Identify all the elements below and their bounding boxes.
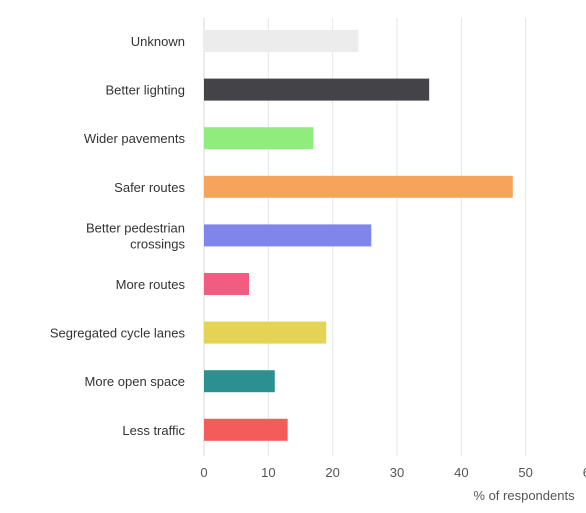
category-label: crossings — [130, 236, 185, 251]
bar — [204, 127, 314, 150]
category-label: Unknown — [131, 34, 185, 49]
category-label: Better pedestrian — [86, 220, 185, 235]
x-tick-label: 20 — [325, 465, 339, 480]
category-label: Wider pavements — [84, 131, 186, 146]
bar — [204, 224, 372, 247]
category-label: More routes — [116, 277, 186, 292]
bar — [204, 370, 275, 393]
bar — [204, 273, 250, 295]
bar — [204, 321, 327, 344]
bars — [204, 30, 513, 441]
bar — [204, 78, 430, 101]
x-tick-label: 30 — [390, 465, 404, 480]
category-label: More open space — [85, 374, 185, 389]
x-tick-label: 40 — [454, 465, 468, 480]
category-labels: Unknown Better lighting Wider pavements Saf… — [50, 34, 186, 438]
category-label: Safer routes — [114, 180, 185, 195]
bar — [204, 418, 288, 441]
x-tick-labels: 0 10 20 30 40 50 60 — [200, 465, 586, 480]
category-label: Less traffic — [122, 423, 185, 438]
x-tick-label: 0 — [200, 465, 207, 480]
x-axis-title: % of respondents — [473, 488, 575, 503]
x-tick-label: 60 — [583, 465, 586, 480]
category-label: Better lighting — [106, 83, 186, 98]
bar — [204, 30, 359, 52]
x-tick-label: 10 — [261, 465, 275, 480]
x-tick-label: 50 — [518, 465, 532, 480]
category-label: Segregated cycle lanes — [50, 326, 186, 341]
bar — [204, 175, 513, 198]
